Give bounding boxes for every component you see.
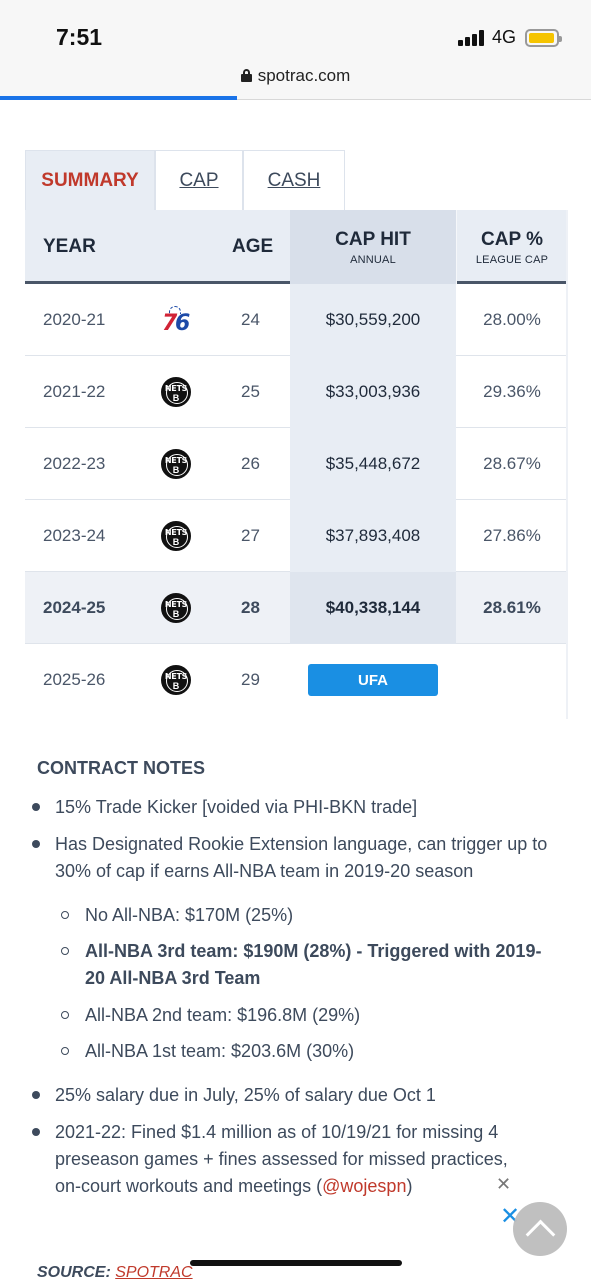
team-logo[interactable]: NETS B <box>159 572 193 644</box>
status-time: 7:51 <box>56 24 103 50</box>
lock-icon <box>240 69 252 82</box>
bullet-icon <box>32 1128 40 1136</box>
bullet-icon <box>32 840 40 848</box>
sub-note-item: All-NBA 1st team: $203.6M (30%) <box>85 1041 355 1061</box>
row-year: 2020-21 <box>43 310 106 329</box>
row-cap-percent: 29.36% <box>483 382 541 401</box>
wojespn-link[interactable]: @wojespn <box>322 1176 407 1196</box>
row-year: 2025-26 <box>43 670 106 689</box>
nets-logo-icon: NETS B <box>161 449 191 479</box>
nets-logo-icon: NETS B <box>161 593 191 623</box>
row-age: 26 <box>241 454 260 473</box>
row-cap-percent: 28.00% <box>483 310 541 329</box>
battery-icon <box>525 29 562 47</box>
nets-logo-icon: NETS B <box>161 665 191 695</box>
table-scroll-edge <box>566 210 568 719</box>
row-cap-hit: $30,559,200 <box>290 284 456 356</box>
bullet-icon <box>32 803 40 811</box>
source-link[interactable]: SPOTRAC <box>115 1264 193 1280</box>
row-age: 27 <box>241 526 260 545</box>
note-item: Has Designated Rookie Extension language… <box>55 834 548 881</box>
tab-cap[interactable]: CAP <box>155 150 243 211</box>
row-year: 2021-22 <box>43 382 106 401</box>
sub-note-item: All-NBA 2nd team: $196.8M (29%) <box>85 1005 361 1025</box>
sub-note-item: No All-NBA: $170M (25%) <box>85 905 294 925</box>
sub-bullet-icon <box>61 1011 69 1019</box>
row-cap-hit: $33,003,936 <box>290 356 456 428</box>
signal-icon <box>458 30 486 46</box>
row-cap-hit: $40,338,144 <box>290 572 456 644</box>
contract-tabs: SUMMARY CAP CASH <box>25 150 345 212</box>
tab-cash[interactable]: CASH <box>243 150 345 211</box>
source-line: SOURCE: SPOTRAC <box>37 1264 193 1280</box>
page-load-progress <box>0 96 237 100</box>
bullet-icon <box>32 1091 40 1099</box>
note-item: 15% Trade Kicker [voided via PHI-BKN tra… <box>55 797 418 817</box>
url-text: spotrac.com <box>257 66 351 85</box>
row-status: UFA <box>290 644 456 716</box>
sub-bullet-icon <box>61 911 69 919</box>
tab-summary[interactable]: SUMMARY <box>25 150 155 211</box>
row-cap-percent: 28.67% <box>483 454 541 473</box>
close-ad-icon[interactable]: ✕ <box>496 1174 512 1194</box>
table-row: 2021-22 NETS B 25 $33,003,936 29.36% <box>25 356 567 428</box>
network-type: 4G <box>492 27 517 47</box>
nets-logo-icon: NETS B <box>161 521 191 551</box>
row-cap-percent: 28.61% <box>483 598 541 617</box>
contract-table: YEAR AGE CAP HIT ANNUAL CAP % LEAGUE CAP 2… <box>25 210 567 716</box>
row-age: 28 <box>241 598 260 617</box>
table-row: 2025-26 NETS B 29 UFA <box>25 644 567 716</box>
address-bar[interactable]: spotrac.com <box>0 60 591 100</box>
table-row-current: 2024-25 NETS B 28 $40,338,144 28.61% <box>25 572 567 644</box>
table-header: YEAR AGE CAP HIT ANNUAL CAP % LEAGUE CAP <box>25 210 567 284</box>
header-year: YEAR <box>43 236 96 257</box>
header-cap-hit: CAP HIT ANNUAL <box>290 210 456 284</box>
header-cap-percent: CAP % LEAGUE CAP <box>475 228 549 266</box>
table-row: 2022-23 NETS B 26 $35,448,672 28.67% <box>25 428 567 500</box>
contract-notes-title: CONTRACT NOTES <box>37 758 205 778</box>
row-cap-percent: 27.86% <box>483 526 541 545</box>
nets-logo-icon: NETS B <box>161 377 191 407</box>
row-year: 2022-23 <box>43 454 106 473</box>
ufa-badge[interactable]: UFA <box>308 664 438 696</box>
team-logo[interactable]: NETS B <box>159 356 193 428</box>
home-indicator[interactable] <box>190 1260 402 1266</box>
team-logo[interactable]: NETS B <box>159 500 193 572</box>
note-item: 2021-22: Fined $1.4 million as of 10/19/… <box>55 1122 508 1196</box>
note-item: 25% salary due in July, 25% of salary du… <box>55 1085 436 1105</box>
table-row: 2023-24 NETS B 27 $37,893,408 27.86% <box>25 500 567 572</box>
team-logo[interactable]: NETS B <box>159 428 193 500</box>
scroll-to-top-button[interactable] <box>513 1202 567 1256</box>
row-cap-hit: $37,893,408 <box>290 500 456 572</box>
row-year: 2023-24 <box>43 526 106 545</box>
row-age: 24 <box>241 310 260 329</box>
sub-bullet-icon <box>61 947 69 955</box>
sub-note-item-highlighted: All-NBA 3rd team: $190M (28%) - Triggere… <box>85 941 542 988</box>
header-age: AGE <box>232 236 274 257</box>
status-bar: 7:51 4G <box>0 0 591 60</box>
row-year: 2024-25 <box>43 598 106 617</box>
row-age: 29 <box>241 670 260 689</box>
url-display[interactable]: spotrac.com <box>0 66 591 86</box>
sub-bullet-icon <box>61 1047 69 1055</box>
team-logo[interactable]: NETS B <box>159 644 193 716</box>
row-cap-hit: $35,448,672 <box>290 428 456 500</box>
row-age: 25 <box>241 382 260 401</box>
